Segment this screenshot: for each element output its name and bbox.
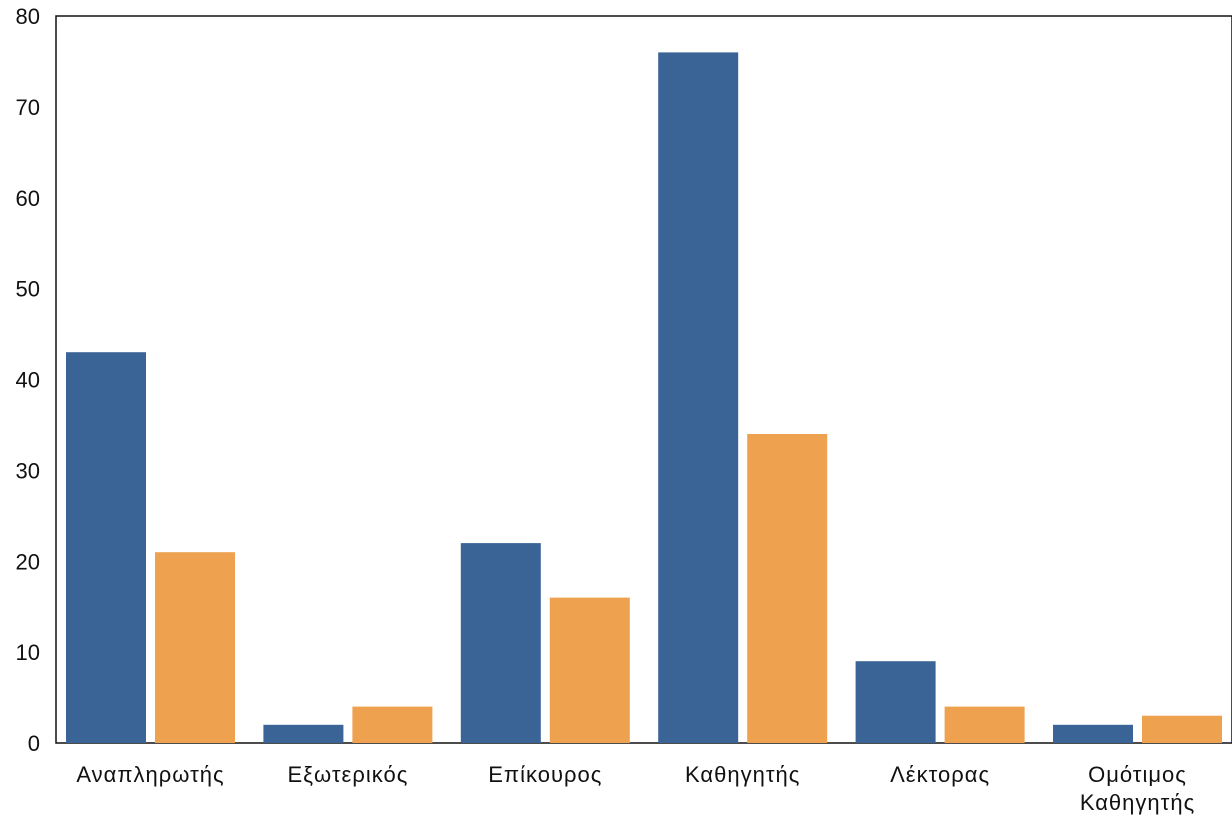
x-category-label-line: Καθηγητής bbox=[1080, 790, 1195, 815]
x-category-label-line: Επίκουρος bbox=[488, 762, 602, 787]
bar-series1-4 bbox=[855, 661, 936, 743]
y-tick-label: 20 bbox=[16, 549, 40, 574]
x-axis-labels: Αναπληρωτής Εξωτερικός Επίκουρος Καθηγητής Λ… bbox=[76, 762, 1195, 815]
bars-group bbox=[66, 52, 1222, 743]
x-category-label: Καθηγητής bbox=[685, 762, 800, 787]
y-tick-label: 60 bbox=[16, 186, 40, 211]
bar-series1-5 bbox=[1053, 724, 1133, 743]
bar-series2-3 bbox=[747, 434, 828, 743]
y-tick-label: 0 bbox=[28, 731, 40, 756]
bar-series2-4 bbox=[944, 706, 1025, 743]
x-category-label-line: Λέκτορας bbox=[890, 762, 990, 787]
bar-series1-2 bbox=[460, 543, 541, 743]
y-tick-label: 70 bbox=[16, 95, 40, 120]
y-tick-label: 80 bbox=[16, 4, 40, 29]
plot-frame bbox=[55, 15, 1232, 744]
bar-series1-0 bbox=[66, 352, 146, 743]
x-category-label: Αναπληρωτής bbox=[76, 762, 224, 787]
bar-series2-2 bbox=[549, 597, 630, 743]
x-category-label: Επίκουρος bbox=[488, 762, 602, 787]
y-axis-ticks: 0 10 20 30 40 50 60 70 80 bbox=[16, 4, 40, 756]
x-category-label-line: Καθηγητής bbox=[685, 762, 800, 787]
x-category-label-line: Ομότιμος bbox=[1088, 762, 1187, 787]
y-tick-label: 40 bbox=[16, 368, 40, 393]
bar-series2-0 bbox=[155, 552, 235, 743]
bar-series1-1 bbox=[263, 724, 344, 743]
y-tick-label: 50 bbox=[16, 277, 40, 302]
x-category-label-line: Εξωτερικός bbox=[287, 762, 408, 787]
x-category-label: Λέκτορας bbox=[890, 762, 990, 787]
x-category-label-line: Αναπληρωτής bbox=[76, 762, 224, 787]
bar-series1-3 bbox=[658, 52, 739, 743]
x-category-label: Εξωτερικός bbox=[287, 762, 408, 787]
bar-series2-1 bbox=[352, 706, 433, 743]
y-tick-label: 30 bbox=[16, 458, 40, 483]
x-category-label: Ομότιμος Καθηγητής bbox=[1080, 762, 1195, 815]
bar-series2-5 bbox=[1142, 715, 1222, 743]
y-tick-label: 10 bbox=[16, 640, 40, 665]
